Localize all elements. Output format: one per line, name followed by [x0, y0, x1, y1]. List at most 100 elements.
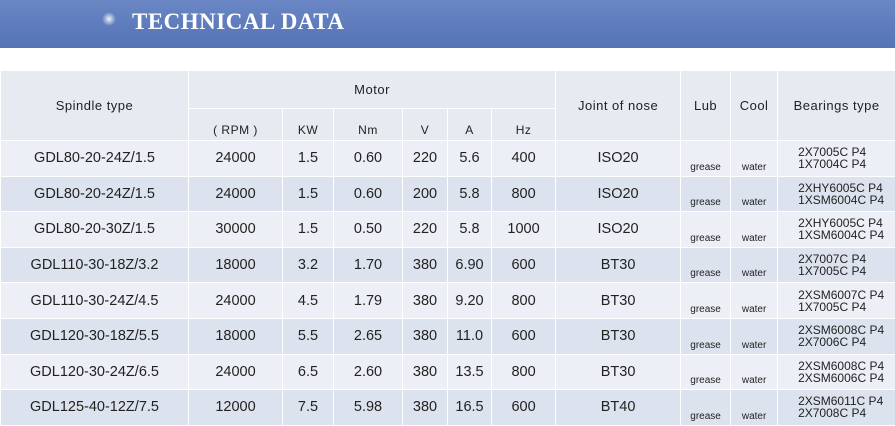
cell: BT30	[556, 283, 681, 319]
cell: 6.90	[448, 247, 492, 283]
bearing-line: 1X7005C P4	[798, 301, 895, 313]
cell: 5.8	[448, 176, 492, 212]
cell: grease	[681, 212, 731, 248]
title: TECHNICAL DATA	[132, 9, 345, 35]
cell: water	[731, 354, 778, 390]
cell: grease	[681, 390, 731, 426]
column-header: Lub	[681, 71, 731, 141]
cell: 600	[492, 318, 556, 354]
bearing-line: 2X7008C P4	[798, 407, 895, 419]
cell: BT30	[556, 318, 681, 354]
cell: 380	[403, 318, 448, 354]
cell: 220	[403, 212, 448, 248]
bearing-line: 1X7004C P4	[798, 158, 895, 170]
cell: 5.8	[448, 212, 492, 248]
cell: 24000	[189, 141, 283, 177]
cell: BT40	[556, 390, 681, 426]
bearing-line: 1XSM6004C P4	[798, 229, 895, 241]
cell: grease	[681, 247, 731, 283]
cell: 18000	[189, 318, 283, 354]
cell: 9.20	[448, 283, 492, 319]
cell: GDL80-20-24Z/1.5	[1, 141, 189, 177]
cell: BT30	[556, 354, 681, 390]
cell: 30000	[189, 212, 283, 248]
bearing-line: 2XSM6006C P4	[798, 372, 895, 384]
cell: grease	[681, 141, 731, 177]
cell: 220	[403, 141, 448, 177]
bearing-line: 2XSM6011C P4	[798, 395, 895, 407]
column-header: A	[448, 109, 492, 141]
cell: GDL120-30-24Z/6.5	[1, 354, 189, 390]
cell: grease	[681, 354, 731, 390]
cell: 6.5	[283, 354, 334, 390]
column-header: V	[403, 109, 448, 141]
cell: 5.6	[448, 141, 492, 177]
cell: 2.65	[334, 318, 403, 354]
cell: 18000	[189, 247, 283, 283]
cell: 200	[403, 176, 448, 212]
cell: 12000	[189, 390, 283, 426]
cell: water	[731, 390, 778, 426]
column-header: Nm	[334, 109, 403, 141]
column-header: Bearings type	[778, 71, 895, 141]
cell: GDL110-30-24Z/4.5	[1, 283, 189, 319]
bearing-line: 2X7006C P4	[798, 336, 895, 348]
cell: 1.5	[283, 176, 334, 212]
cell: 13.5	[448, 354, 492, 390]
cell: 16.5	[448, 390, 492, 426]
cell: 4.5	[283, 283, 334, 319]
column-header: Motor	[189, 71, 556, 109]
cell: 380	[403, 390, 448, 426]
column-header: ( RPM )	[189, 109, 283, 141]
cell: ISO20	[556, 212, 681, 248]
cell: water	[731, 247, 778, 283]
bearing-line: 2XSM6007C P4	[798, 289, 895, 301]
cell: 24000	[189, 176, 283, 212]
header-bar: TECHNICAL DATA	[0, 0, 895, 48]
cell: ISO20	[556, 176, 681, 212]
cell: 800	[492, 176, 556, 212]
cell: 0.50	[334, 212, 403, 248]
cell: 7.5	[283, 390, 334, 426]
cell: 0.60	[334, 176, 403, 212]
page: {"header":{"title":"TECHNICAL DATA"}, "t…	[0, 0, 895, 401]
cell: 0.60	[334, 141, 403, 177]
cell: 5.98	[334, 390, 403, 426]
cell: 24000	[189, 283, 283, 319]
cell: water	[731, 283, 778, 319]
cell: grease	[681, 176, 731, 212]
cell: GDL120-30-18Z/5.5	[1, 318, 189, 354]
bearing-line: 1XSM6004C P4	[798, 194, 895, 206]
cell: 800	[492, 283, 556, 319]
cell: 600	[492, 390, 556, 426]
cell: GDL110-30-18Z/3.2	[1, 247, 189, 283]
column-header: Spindle type	[1, 71, 189, 141]
cell: BT30	[556, 247, 681, 283]
cell: 380	[403, 283, 448, 319]
cell: 800	[492, 354, 556, 390]
cell: grease	[681, 283, 731, 319]
cell: 600	[492, 247, 556, 283]
cell: 3.2	[283, 247, 334, 283]
column-header: KW	[283, 109, 334, 141]
cell: 5.5	[283, 318, 334, 354]
bearing-line: 1X7005C P4	[798, 265, 895, 277]
cell: 1.79	[334, 283, 403, 319]
cell: grease	[681, 318, 731, 354]
column-header: Joint of nose	[556, 71, 681, 141]
cell: 1.5	[283, 212, 334, 248]
cell: water	[731, 141, 778, 177]
cell: 11.0	[448, 318, 492, 354]
cell: GDL80-20-30Z/1.5	[1, 212, 189, 248]
cell: 1.5	[283, 141, 334, 177]
cell: GDL80-20-24Z/1.5	[1, 176, 189, 212]
